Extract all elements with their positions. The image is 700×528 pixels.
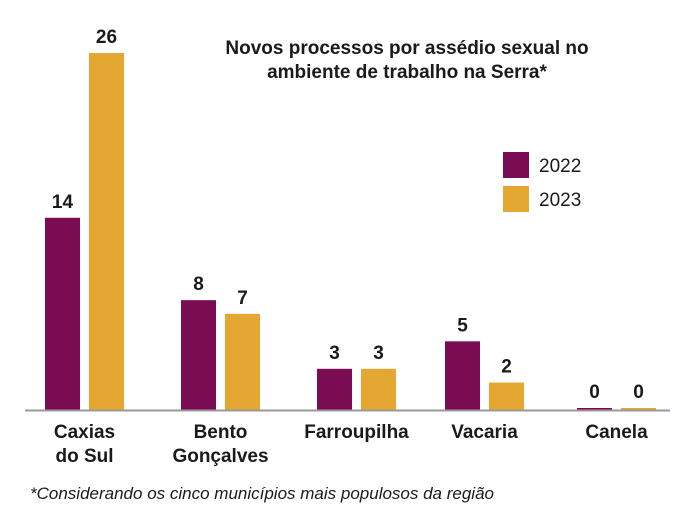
- value-label-2023-1: 7: [237, 288, 248, 309]
- bar-2022-1: [181, 300, 216, 410]
- bar-2023-1: [225, 313, 260, 410]
- category-label-0: Caxias: [54, 422, 115, 443]
- legend-label-2022: 2022: [539, 156, 581, 177]
- value-label-2022-3: 5: [457, 315, 468, 336]
- legend-label-2023: 2023: [539, 190, 581, 211]
- legend-swatch-2022: [503, 152, 529, 178]
- bar-2023-4: [621, 408, 656, 410]
- chart-title-line: Novos processos por assédio sexual no: [225, 38, 588, 59]
- category-label-0: do Sul: [55, 446, 113, 467]
- value-label-2023-0: 26: [96, 27, 117, 48]
- category-label-3: Vacaria: [451, 422, 518, 443]
- bar-2023-3: [489, 382, 524, 410]
- chart-title-line: ambiente de trabalho na Serra*: [267, 62, 547, 83]
- bar-2022-2: [317, 368, 352, 410]
- value-label-2022-0: 14: [52, 192, 74, 213]
- category-label-2: Farroupilha: [304, 422, 409, 443]
- bar-2023-2: [361, 368, 396, 410]
- value-label-2023-2: 3: [373, 343, 384, 364]
- category-label-1: Gonçalves: [172, 446, 268, 467]
- bar-2022-0: [45, 217, 80, 410]
- value-label-2022-1: 8: [193, 274, 204, 295]
- legend-swatch-2023: [503, 186, 529, 212]
- category-label-1: Bento: [194, 422, 248, 443]
- bar-2022-4: [577, 408, 612, 410]
- footnote: *Considerando os cinco municípios mais p…: [30, 484, 494, 503]
- value-label-2023-4: 0: [633, 382, 644, 403]
- value-label-2023-3: 2: [501, 357, 512, 378]
- value-label-2022-4: 0: [589, 382, 600, 403]
- bar-2022-3: [445, 341, 480, 410]
- category-label-4: Canela: [585, 422, 648, 443]
- value-label-2022-2: 3: [329, 343, 340, 364]
- bar-2023-0: [89, 53, 124, 410]
